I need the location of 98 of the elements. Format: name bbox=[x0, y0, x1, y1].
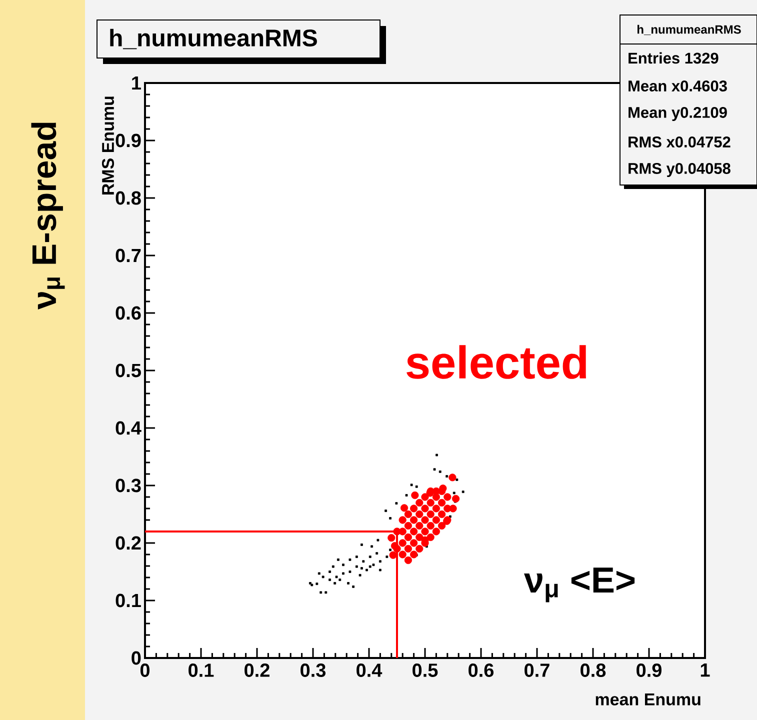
annotation: ν$_{μ}$ <E> bbox=[524, 568, 635, 602]
point bbox=[372, 564, 375, 566]
x-tick-label: 0 bbox=[140, 664, 150, 677]
point bbox=[322, 576, 324, 578]
point bbox=[362, 560, 365, 563]
x-tick-label: 0.2 bbox=[244, 664, 270, 677]
annotation: RMS x0.04752 bbox=[628, 136, 730, 148]
point bbox=[432, 516, 440, 524]
point bbox=[416, 510, 424, 518]
point bbox=[389, 551, 397, 559]
point bbox=[416, 533, 424, 542]
point bbox=[398, 516, 406, 524]
y-axis-title: RMS Enumu bbox=[102, 96, 114, 194]
point bbox=[398, 539, 406, 547]
point bbox=[421, 493, 429, 501]
point bbox=[438, 470, 442, 473]
y-tick-label: 0.2 bbox=[116, 536, 141, 550]
point bbox=[438, 510, 446, 518]
point bbox=[415, 485, 418, 488]
text: ν$_{μ}$ E-spread bbox=[31, 122, 65, 310]
y-tick-label: 0.5 bbox=[116, 364, 141, 378]
x-tick-label: 1 bbox=[700, 664, 710, 677]
point bbox=[410, 550, 418, 558]
y-tick-label: 0.8 bbox=[116, 191, 141, 205]
point bbox=[416, 498, 424, 507]
point bbox=[310, 584, 314, 586]
point bbox=[404, 522, 412, 530]
point bbox=[335, 576, 338, 578]
point bbox=[421, 528, 429, 536]
point bbox=[438, 498, 446, 507]
point bbox=[410, 484, 413, 486]
point bbox=[388, 534, 396, 542]
point bbox=[426, 498, 434, 507]
point bbox=[426, 533, 434, 542]
point bbox=[438, 522, 446, 530]
point bbox=[404, 556, 412, 564]
x-tick-label: 0.8 bbox=[580, 664, 606, 677]
x-tick-label: 0.6 bbox=[468, 664, 494, 677]
point bbox=[410, 528, 418, 536]
point bbox=[452, 494, 460, 503]
point bbox=[432, 504, 440, 512]
y-tick-label: 1 bbox=[132, 76, 141, 90]
x-tick-label: 0.1 bbox=[188, 664, 214, 677]
y-tick-label: 0.6 bbox=[116, 306, 141, 320]
chart-title: h_numumeanRMS bbox=[110, 28, 317, 50]
point bbox=[426, 510, 434, 518]
point bbox=[316, 582, 318, 586]
point bbox=[452, 492, 456, 494]
point bbox=[398, 550, 406, 558]
point bbox=[410, 539, 418, 547]
annotation: Mean y0.2109 bbox=[628, 106, 727, 122]
point bbox=[410, 504, 418, 512]
point bbox=[404, 510, 412, 518]
point bbox=[368, 565, 372, 568]
x-tick-label: 0.9 bbox=[636, 664, 662, 677]
x-tick-label: 0.3 bbox=[300, 664, 326, 678]
point bbox=[370, 545, 374, 548]
point bbox=[410, 516, 418, 524]
point bbox=[444, 493, 452, 501]
point bbox=[416, 544, 424, 553]
point bbox=[416, 522, 424, 530]
point bbox=[348, 558, 352, 561]
annotation: selected bbox=[406, 345, 586, 379]
point bbox=[411, 491, 419, 500]
y-tick-label: 0.3 bbox=[116, 478, 141, 492]
y-tick-label: 0 bbox=[132, 651, 141, 665]
x-tick-label: 0.4 bbox=[356, 664, 382, 677]
point bbox=[395, 502, 398, 505]
annotation: RMS y0.04058 bbox=[628, 162, 730, 178]
point bbox=[355, 565, 358, 568]
y-tick-label: 0.1 bbox=[116, 594, 141, 608]
x-tick-label: 0.7 bbox=[524, 664, 550, 677]
point bbox=[421, 516, 429, 524]
point bbox=[332, 565, 334, 568]
x-axis-title: mean Enumu bbox=[596, 694, 700, 706]
point bbox=[426, 522, 434, 530]
point bbox=[318, 572, 320, 575]
y-tick-label: 0.7 bbox=[116, 248, 141, 262]
point bbox=[404, 544, 412, 553]
point bbox=[449, 504, 457, 512]
x-tick-label: 0.5 bbox=[412, 664, 438, 677]
text: Entries 1329 bbox=[628, 52, 718, 64]
point bbox=[421, 504, 429, 512]
annotation: Mean x0.4603 bbox=[628, 80, 727, 92]
point bbox=[462, 490, 464, 494]
point bbox=[393, 544, 401, 553]
point bbox=[404, 533, 412, 542]
point bbox=[433, 468, 436, 471]
point bbox=[400, 504, 408, 512]
y-tick-label: 0.9 bbox=[116, 134, 141, 148]
point bbox=[432, 528, 440, 536]
text: h_numumeanRMS bbox=[638, 24, 741, 36]
point bbox=[376, 552, 378, 555]
y-tick-label: 0.4 bbox=[116, 421, 142, 435]
point bbox=[320, 591, 322, 594]
point bbox=[393, 528, 401, 536]
point bbox=[448, 474, 456, 482]
point bbox=[376, 538, 380, 542]
